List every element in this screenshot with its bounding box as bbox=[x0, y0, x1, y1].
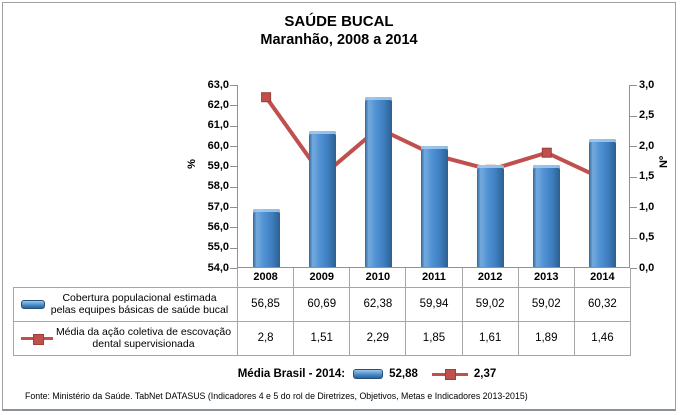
table-cell: 60,32 bbox=[573, 286, 632, 322]
year-header: 2012 bbox=[461, 268, 519, 288]
secondary-y-axis-tick-mark bbox=[630, 207, 637, 208]
table-cell: 1,61 bbox=[461, 320, 519, 356]
table-cell: 2,8 bbox=[236, 320, 295, 356]
year-header: 2008 bbox=[236, 268, 295, 288]
media-brasil-legend: Média Brasil - 2014: 52,88 2,37 bbox=[31, 366, 680, 382]
chart-title: SAÚDE BUCAL Maranhão, 2008 a 2014 bbox=[3, 12, 675, 50]
table-cell: 56,85 bbox=[236, 286, 295, 322]
table-row-media-escovacao: Média da ação coletiva de escovação dent… bbox=[13, 320, 632, 356]
table-cell: 59,94 bbox=[405, 286, 463, 322]
y-axis-tick-label: 58,0 bbox=[207, 180, 229, 193]
bar-2012 bbox=[477, 164, 505, 267]
y-axis-tick-label: 61,0 bbox=[207, 119, 229, 132]
table-cell: 1,85 bbox=[405, 320, 463, 356]
source-note: Fonte: Ministério da Saúde. TabNet DATAS… bbox=[25, 391, 528, 401]
year-header-row: 2008 2009 2010 2011 2012 2013 2014 bbox=[14, 268, 632, 288]
bar-2013 bbox=[533, 164, 561, 267]
year-header: 2011 bbox=[405, 268, 463, 288]
media-brasil-line-icon bbox=[431, 369, 468, 380]
chart-panel: SAÚDE BUCAL Maranhão, 2008 a 2014 % Nº 2… bbox=[2, 2, 676, 411]
title-line2: Maranhão, 2008 a 2014 bbox=[260, 32, 418, 48]
year-header: 2009 bbox=[293, 268, 351, 288]
bar-2008 bbox=[252, 209, 280, 267]
y-axis-tick-label: 62,0 bbox=[207, 98, 229, 111]
bar-2011 bbox=[421, 146, 448, 267]
media-brasil-line-value: 2,37 bbox=[473, 368, 497, 380]
y-axis-tick-label: 56,0 bbox=[207, 220, 229, 233]
year-header: 2014 bbox=[573, 268, 632, 288]
line-legend-icon bbox=[21, 333, 53, 345]
y-axis-tick-mark bbox=[230, 268, 237, 269]
line-marker-2013 bbox=[541, 147, 552, 158]
y-axis-tick-label: 59,0 bbox=[207, 159, 229, 172]
table-cell: 1,46 bbox=[573, 320, 632, 356]
secondary-y-axis-tick-mark bbox=[630, 115, 637, 117]
line-series-label-line1: Média da ação coletiva de escovação bbox=[55, 325, 232, 338]
secondary-y-axis-tick-label: 1,0 bbox=[639, 200, 655, 213]
bar-legend-icon bbox=[21, 299, 45, 309]
y-axis-tick-mark bbox=[230, 186, 237, 188]
line-series-label: Média da ação coletiva de escovação dent… bbox=[53, 326, 234, 351]
table-cell: 59,02 bbox=[517, 286, 575, 322]
secondary-y-axis-tick-mark bbox=[630, 237, 637, 239]
table-cell: 59,02 bbox=[461, 286, 519, 322]
right-axis-title: Nº bbox=[658, 156, 670, 168]
y-axis-tick-label: 54,0 bbox=[207, 261, 229, 274]
data-table: 2008 2009 2010 2011 2012 2013 2014 Cober… bbox=[13, 268, 632, 356]
table-row-cobertura: Cobertura populacional estimada pelas eq… bbox=[13, 286, 632, 322]
year-header: 2013 bbox=[517, 268, 575, 288]
line-marker-2008 bbox=[261, 92, 272, 103]
legend-cell-line-series: Média da ação coletiva de escovação dent… bbox=[13, 320, 238, 356]
y-axis-tick-mark bbox=[230, 146, 237, 147]
y-axis-tick-mark bbox=[230, 227, 237, 229]
secondary-y-axis-tick-mark bbox=[630, 176, 637, 178]
bar-2010 bbox=[364, 96, 392, 267]
y-axis-tick-mark bbox=[230, 207, 237, 208]
bar-series-label: Cobertura populacional estimada pelas eq… bbox=[45, 292, 234, 317]
y-axis-tick-label: 55,0 bbox=[207, 241, 229, 254]
bar-2014 bbox=[589, 138, 617, 267]
table-cell: 1,89 bbox=[517, 320, 575, 356]
secondary-y-axis-tick-label: 1,5 bbox=[639, 170, 655, 182]
year-header: 2010 bbox=[349, 268, 407, 288]
y-axis-tick-mark bbox=[230, 105, 237, 107]
title-line1: SAÚDE BUCAL bbox=[284, 13, 394, 30]
table-cell: 2,29 bbox=[349, 320, 407, 356]
media-brasil-bar-icon bbox=[353, 369, 384, 379]
secondary-y-axis-tick-mark bbox=[630, 85, 637, 86]
plot-area bbox=[237, 85, 630, 268]
table-cell: 62,38 bbox=[349, 286, 407, 322]
y-axis-tick-label: 57,0 bbox=[207, 200, 229, 213]
y-axis-tick-label: 63,0 bbox=[207, 78, 229, 91]
line-series-label-line2: dental supervisionada bbox=[92, 338, 195, 350]
y-axis-tick-label: 60,0 bbox=[207, 139, 229, 152]
y-axis-tick-mark bbox=[230, 125, 237, 127]
bar-series-label-line1: Cobertura populacional estimada bbox=[62, 291, 217, 304]
table-cell: 1,51 bbox=[293, 320, 351, 356]
secondary-y-axis-tick-mark bbox=[630, 268, 637, 269]
y-axis-tick-mark bbox=[230, 166, 237, 168]
media-brasil-label: Média Brasil - 2014: bbox=[237, 368, 346, 380]
secondary-y-axis-tick-label: 2,5 bbox=[639, 109, 655, 121]
y-axis-tick-mark bbox=[230, 85, 237, 86]
secondary-y-axis-tick-label: 0,0 bbox=[639, 261, 655, 274]
bar-2009 bbox=[308, 131, 336, 267]
bar-series-label-line2: pelas equipes básicas de saúde bucal bbox=[50, 304, 229, 316]
secondary-y-axis-tick-label: 3,0 bbox=[639, 78, 655, 91]
media-brasil-bar-value: 52,88 bbox=[389, 368, 418, 380]
y-axis-tick-mark bbox=[230, 247, 237, 249]
legend-cell-bar-series: Cobertura populacional estimada pelas eq… bbox=[13, 286, 238, 322]
secondary-y-axis-tick-label: 2,0 bbox=[639, 139, 655, 152]
secondary-y-axis-tick-mark bbox=[630, 146, 637, 147]
secondary-y-axis-tick-label: 0,5 bbox=[639, 231, 655, 243]
table-cell: 60,69 bbox=[293, 286, 351, 322]
